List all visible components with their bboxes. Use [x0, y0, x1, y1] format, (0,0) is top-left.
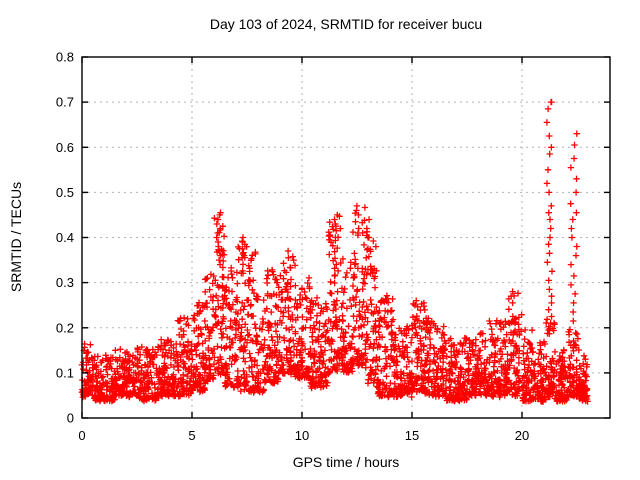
scatter-points — [78, 98, 591, 405]
y-tick-label: 0.8 — [56, 50, 74, 65]
x-axis-label: GPS time / hours — [292, 454, 400, 470]
x-tick-label: 10 — [295, 428, 309, 443]
x-tick-label: 0 — [78, 428, 85, 443]
x-tick-label: 20 — [515, 428, 529, 443]
y-tick-label: 0.2 — [56, 320, 74, 335]
y-tick-label: 0.5 — [56, 185, 74, 200]
y-tick-label: 0 — [67, 411, 74, 426]
y-tick-label: 0.6 — [56, 140, 74, 155]
y-tick-label: 0.3 — [56, 275, 74, 290]
y-tick-label: 0.7 — [56, 95, 74, 110]
x-tick-label: 5 — [188, 428, 195, 443]
y-tick-label: 0.4 — [56, 230, 74, 245]
chart-title: Day 103 of 2024, SRMTID for receiver buc… — [209, 16, 483, 32]
x-tick-label: 15 — [405, 428, 419, 443]
y-tick-label: 0.1 — [56, 365, 74, 380]
